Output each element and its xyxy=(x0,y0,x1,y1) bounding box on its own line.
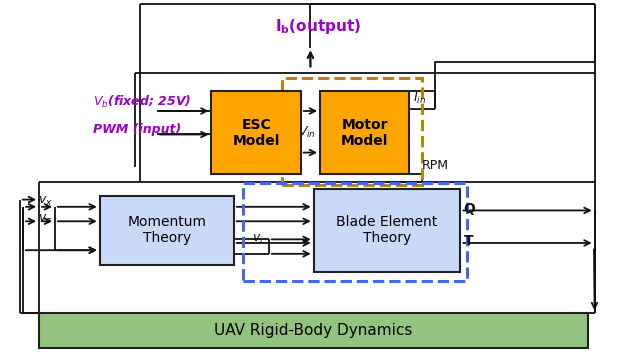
Bar xyxy=(314,189,461,272)
Bar xyxy=(211,91,301,174)
Text: Blade Element
Theory: Blade Element Theory xyxy=(337,215,438,245)
Text: Motor
Model: Motor Model xyxy=(341,118,388,148)
Text: UAV Rigid-Body Dynamics: UAV Rigid-Body Dynamics xyxy=(214,323,413,338)
Text: $V_b$(fixed; 25V): $V_b$(fixed; 25V) xyxy=(93,94,191,110)
Text: Q: Q xyxy=(464,201,476,216)
Text: $v_x$: $v_x$ xyxy=(38,195,52,208)
Bar xyxy=(320,91,410,174)
Bar xyxy=(100,196,234,265)
Text: $v_z$: $v_z$ xyxy=(38,213,52,226)
Text: T: T xyxy=(464,234,474,248)
Bar xyxy=(282,78,422,185)
Text: $V_{in}$: $V_{in}$ xyxy=(298,125,316,140)
Text: PWM (input): PWM (input) xyxy=(93,123,182,135)
Text: ESC
Model: ESC Model xyxy=(232,118,280,148)
Bar xyxy=(39,314,588,348)
Text: $I_{in}$: $I_{in}$ xyxy=(413,91,426,106)
Text: $v_i$: $v_i$ xyxy=(252,233,264,246)
Text: Momentum
Theory: Momentum Theory xyxy=(127,215,206,245)
Bar xyxy=(243,183,467,281)
Text: $\bf{I_b}$(output): $\bf{I_b}$(output) xyxy=(275,16,362,36)
Text: RPM: RPM xyxy=(422,159,449,172)
